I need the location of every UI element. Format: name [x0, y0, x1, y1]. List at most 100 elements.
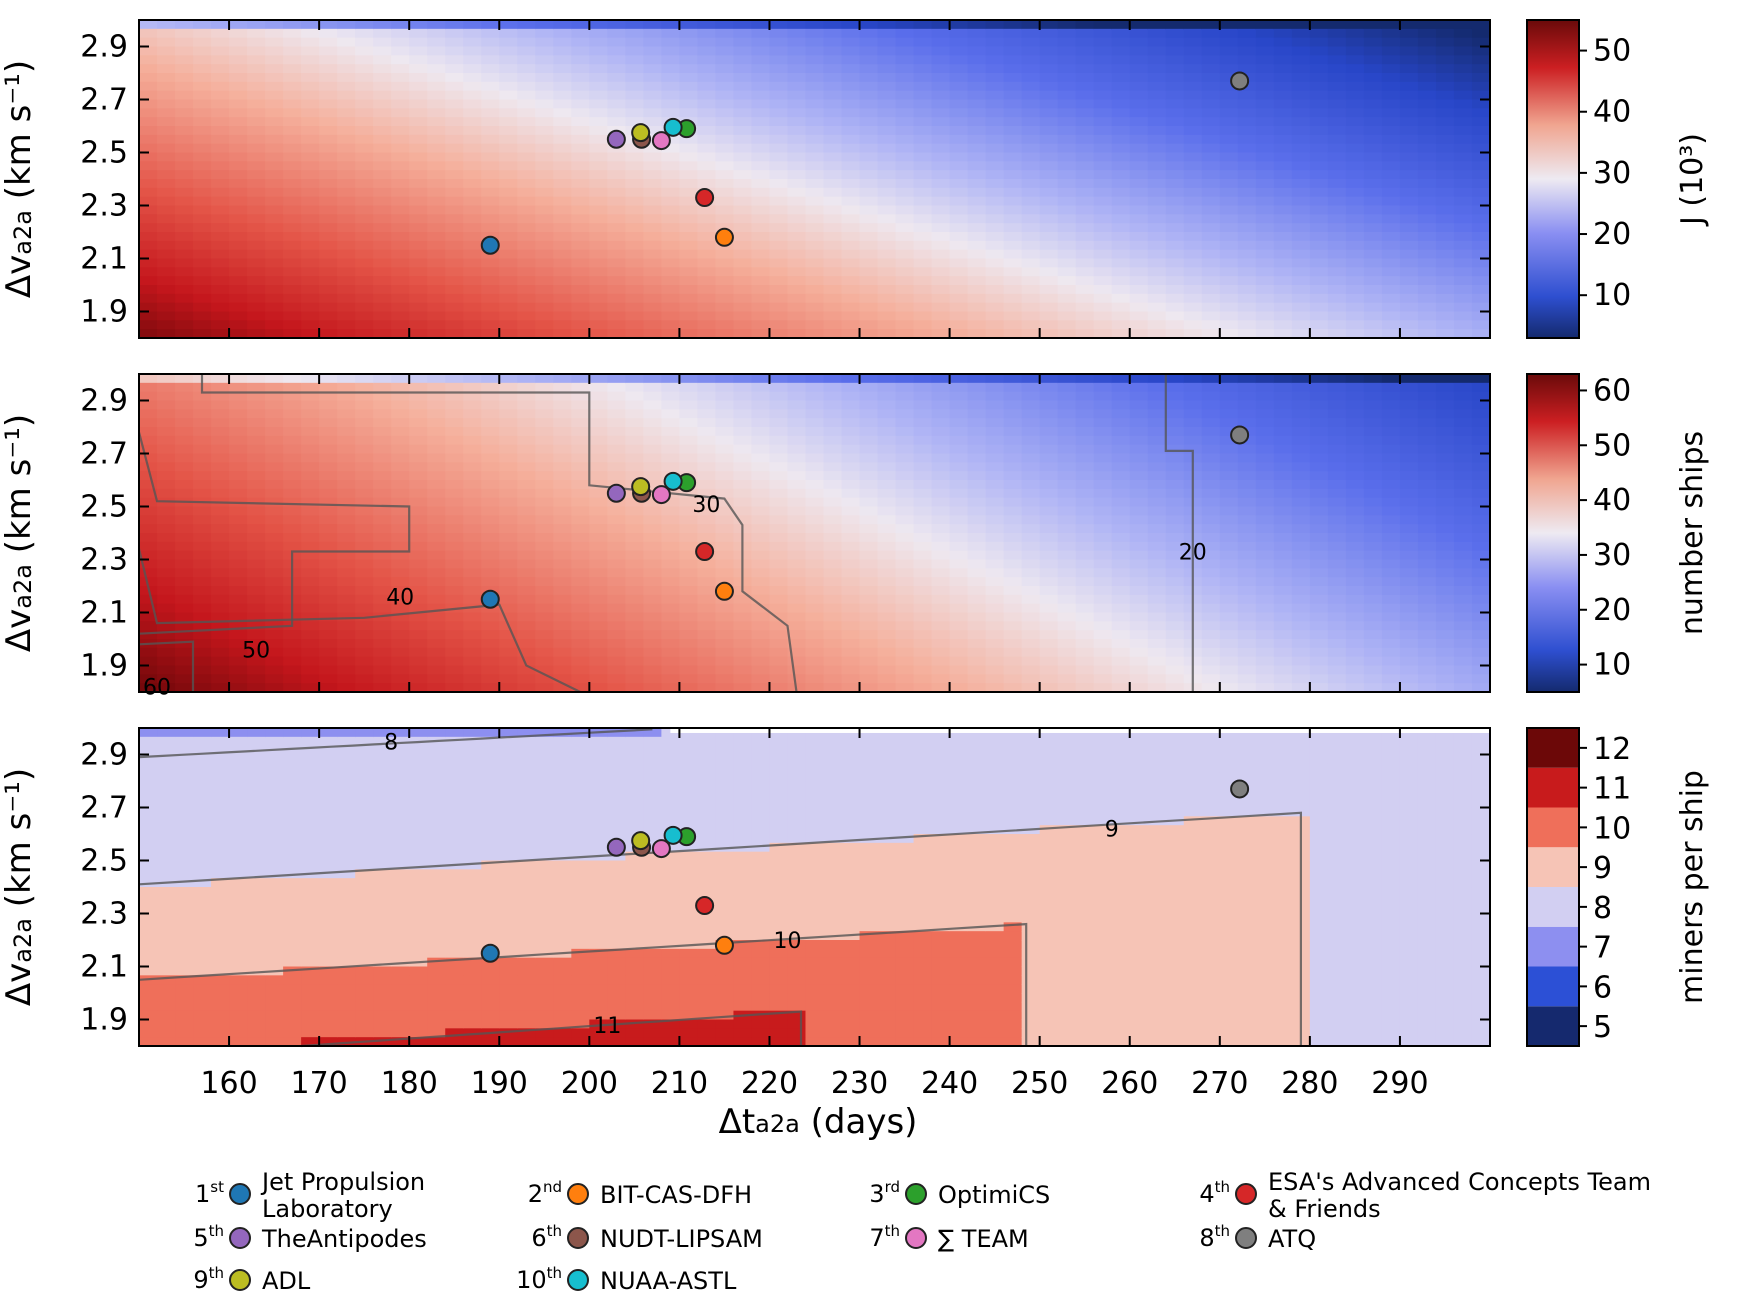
heat-cell	[1075, 187, 1095, 198]
heat-cell	[517, 81, 536, 92]
heat-cell	[175, 232, 194, 242]
heat-cell	[589, 656, 608, 667]
heat-cell	[931, 374, 951, 384]
heat-cell	[1111, 73, 1131, 83]
heat-cell	[661, 550, 680, 561]
heat-cell	[1327, 64, 1347, 74]
y-tick-label: 2.5	[80, 136, 128, 171]
heat-cell	[679, 108, 699, 118]
heat-cell	[517, 427, 536, 437]
heat-cell	[1471, 258, 1491, 268]
heat-cell	[589, 196, 608, 207]
heat-cell	[499, 559, 518, 569]
heat-cell	[427, 170, 446, 180]
heat-cell	[355, 99, 374, 109]
heat-cell	[175, 524, 194, 534]
heat-cell	[643, 515, 662, 525]
heat-cell	[1255, 90, 1275, 101]
heat-cell	[229, 453, 248, 463]
heat-cell	[895, 594, 915, 605]
heat-cell	[931, 179, 951, 189]
heat-cell	[751, 179, 771, 189]
heat-cell	[1057, 382, 1077, 393]
heat-cell	[625, 170, 644, 180]
heat-cell	[301, 90, 320, 101]
heat-cell	[1417, 302, 1437, 313]
heat-cell	[715, 64, 735, 74]
heat-cell	[1435, 28, 1455, 39]
heat-cell	[463, 665, 482, 675]
heat-cell	[607, 117, 626, 127]
heat-cell	[1453, 240, 1473, 251]
heat-cell	[625, 240, 644, 251]
heat-cell	[1381, 232, 1401, 242]
heat-cell	[1183, 37, 1203, 48]
heat-cell	[859, 293, 879, 304]
heat-cell	[301, 533, 320, 543]
heat-cell	[1057, 170, 1077, 180]
heat-cell	[319, 577, 338, 587]
heat-cell	[445, 674, 464, 684]
heat-cell	[1057, 232, 1077, 242]
heat-cell	[463, 612, 482, 622]
heat-cell	[1003, 418, 1023, 428]
heat-cell	[1345, 90, 1365, 101]
heat-cell	[1165, 152, 1185, 162]
heat-cell	[715, 506, 735, 516]
heat-cell	[949, 409, 969, 419]
heat-cell	[553, 161, 572, 171]
heat-cell	[1309, 249, 1329, 260]
heat-cell	[985, 205, 1005, 215]
heat-cell	[499, 683, 518, 693]
heat-cell	[355, 541, 374, 552]
heat-cell	[535, 73, 554, 83]
heat-cell	[1417, 258, 1437, 268]
heat-cell	[949, 444, 969, 455]
heat-cell	[877, 533, 897, 543]
heat-cell	[805, 285, 825, 295]
heat-cell	[301, 187, 320, 198]
heat-cell	[1219, 586, 1239, 596]
heat-cell	[445, 55, 464, 65]
heat-cell	[211, 81, 230, 92]
heat-cell	[247, 603, 266, 614]
heat-cell	[1111, 559, 1131, 569]
heat-cell	[607, 179, 626, 189]
heat-cell	[319, 665, 338, 675]
heat-cell	[1219, 214, 1239, 224]
heat-cell	[373, 435, 392, 446]
heat-cell	[247, 435, 266, 446]
heat-cell	[481, 214, 500, 224]
heat-cell	[175, 418, 194, 428]
heat-cell	[1075, 28, 1095, 39]
heat-cell	[841, 506, 861, 516]
heat-cell	[1021, 391, 1041, 402]
heat-cell	[1039, 506, 1059, 516]
heat-cell	[139, 409, 158, 419]
heat-cell	[751, 143, 771, 154]
heat-cell	[1093, 90, 1113, 101]
heat-cell	[1165, 214, 1185, 224]
heat-cell	[1129, 497, 1149, 508]
heat-cell	[229, 471, 248, 481]
heat-cell	[517, 577, 536, 587]
heat-cell	[319, 533, 338, 543]
heat-cell	[589, 46, 608, 56]
heat-cell	[337, 81, 356, 92]
heat-cell	[607, 435, 626, 446]
heat-cell	[823, 586, 843, 596]
heat-cell	[769, 37, 789, 48]
heat-cell	[1291, 20, 1311, 30]
heat-cell	[1201, 302, 1221, 313]
heat-cell	[931, 550, 951, 561]
heat-cell	[481, 665, 500, 675]
heat-cell	[1435, 170, 1455, 180]
heat-cell	[1183, 55, 1203, 65]
heat-cell	[715, 418, 735, 428]
heat-cell	[157, 152, 176, 162]
heat-cell	[1021, 81, 1041, 92]
heat-cell	[193, 462, 212, 472]
heat-cell	[589, 134, 608, 145]
heat-cell	[1273, 205, 1293, 215]
heat-cell	[409, 418, 428, 428]
